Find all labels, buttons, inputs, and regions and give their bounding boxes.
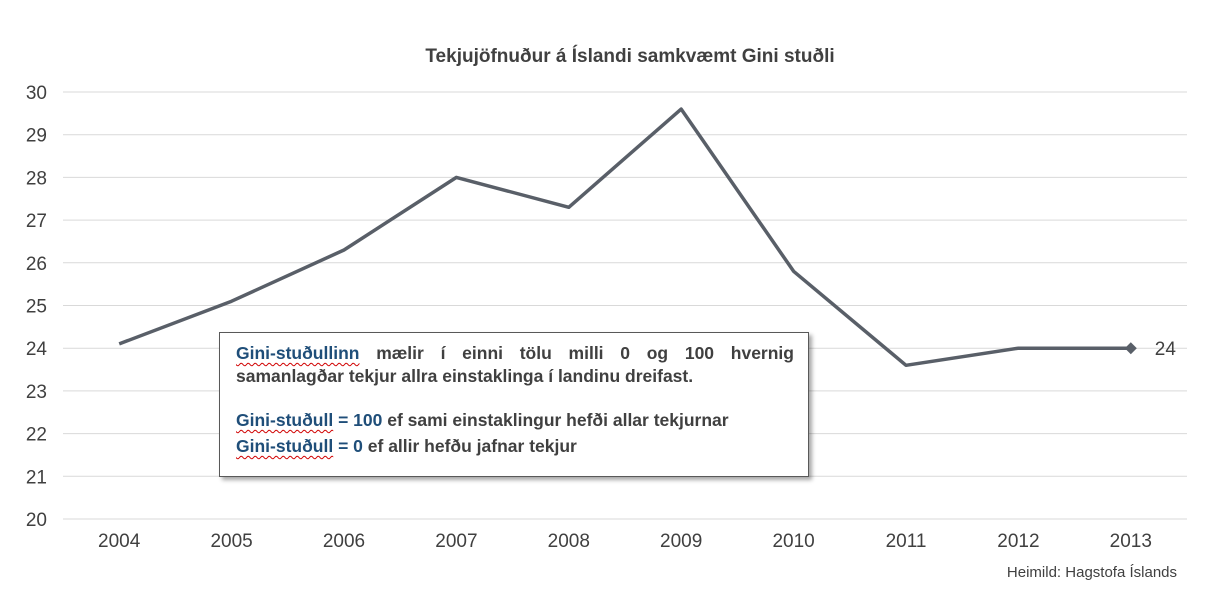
x-tick-label-2009: 2009 (660, 531, 702, 552)
info-box: Gini-stuðullinn mælir í einni tölu milli… (219, 332, 809, 477)
y-tick-label-28: 28 (26, 168, 47, 189)
info-value-100: 100 (353, 410, 383, 430)
y-tick-label-24: 24 (26, 339, 48, 360)
info-term-gini-0: Gini-stuðull (236, 436, 334, 456)
x-tick-label-2010: 2010 (772, 531, 814, 552)
info-eq-0: = (333, 436, 354, 456)
info-text-100: ef sami einstaklingur hefði allar tekjur… (382, 410, 729, 430)
x-tick-label-2008: 2008 (548, 531, 590, 552)
info-definition-text: mælir í einni tölu milli 0 og 100 hverni… (236, 343, 794, 386)
data-point-2013 (1124, 342, 1137, 355)
y-tick-label-25: 25 (26, 297, 47, 318)
info-eq-100: = (333, 410, 354, 430)
x-tick-label-2012: 2012 (997, 531, 1039, 552)
x-tick-label-2013: 2013 (1110, 531, 1152, 552)
y-tick-label-21: 21 (26, 467, 47, 488)
info-gini-0: Gini-stuðull = 0 ef allir hefðu jafnar t… (236, 435, 794, 458)
y-tick-label-22: 22 (26, 425, 47, 446)
info-gini-100: Gini-stuðull = 100 ef sami einstaklingur… (236, 409, 794, 432)
y-tick-label-30: 30 (26, 83, 47, 104)
y-tick-label-26: 26 (26, 254, 47, 275)
series-gini: 24 (118, 107, 1177, 368)
x-tick-label-2005: 2005 (210, 531, 252, 552)
info-term-gini-coefficient: Gini-stuðullinn (236, 343, 360, 363)
x-tick-label-2007: 2007 (435, 531, 477, 552)
x-tick-label-2004: 2004 (98, 531, 141, 552)
data-label-2013: 24 (1155, 339, 1177, 360)
y-tick-label-27: 27 (26, 211, 47, 232)
info-term-gini-100: Gini-stuðull (236, 410, 334, 430)
info-text-0: ef allir hefðu jafnar tekjur (362, 436, 577, 456)
series-line (118, 107, 1131, 368)
source-note: Heimild: Hagstofa Íslands (1007, 564, 1177, 581)
y-tick-label-20: 20 (26, 510, 47, 531)
x-axis-tick-labels: 2004 2005 2006 2007 2008 2009 2010 2011 2012 2013 (98, 531, 1152, 552)
info-value-0: 0 (353, 436, 363, 456)
chart-title: Tekjujöfnuður á Íslandi samkvæmt Gini st… (425, 45, 834, 67)
x-tick-label-2011: 2011 (886, 531, 927, 552)
y-tick-label-29: 29 (26, 126, 47, 147)
x-tick-label-2006: 2006 (323, 531, 365, 552)
y-axis-tick-labels: 20 21 22 23 24 25 26 27 28 29 30 (26, 83, 48, 531)
info-definition: Gini-stuðullinn mælir í einni tölu milli… (236, 342, 794, 388)
y-tick-label-23: 23 (26, 382, 47, 403)
